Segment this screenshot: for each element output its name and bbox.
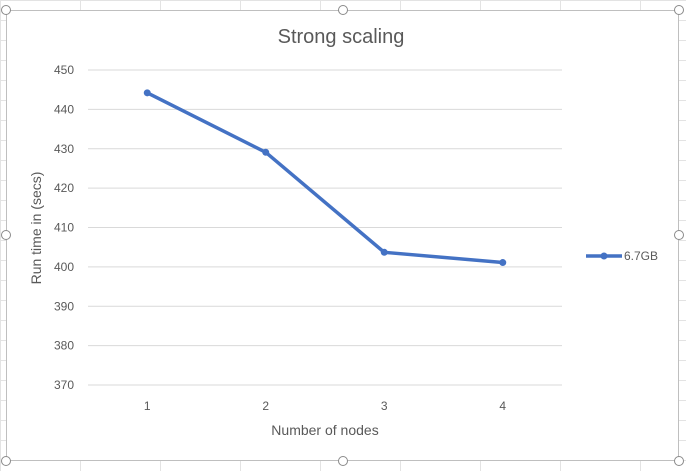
y-tick-label: 410: [54, 221, 74, 235]
data-point[interactable]: [262, 148, 270, 156]
y-tick-labels: 370 380 390 400 410 420 430 440 450: [54, 63, 74, 392]
data-point[interactable]: [499, 259, 507, 267]
x-tick-label: 1: [144, 399, 151, 413]
resize-handle-bottom-left[interactable]: [1, 456, 11, 466]
series-line[interactable]: [145, 91, 505, 265]
resize-handle-bottom-middle[interactable]: [338, 456, 348, 466]
y-tick-label: 400: [54, 260, 74, 274]
legend-label: 6.7GB: [624, 249, 658, 263]
resize-handle-bottom-right[interactable]: [674, 456, 684, 466]
data-point[interactable]: [143, 89, 151, 97]
resize-handle-middle-left[interactable]: [1, 230, 11, 240]
gridlines: [88, 69, 562, 386]
resize-handle-middle-right[interactable]: [674, 230, 684, 240]
legend-marker: [600, 252, 608, 260]
y-tick-label: 440: [54, 102, 74, 116]
y-tick-label: 430: [54, 142, 74, 156]
resize-handle-top-right[interactable]: [674, 5, 684, 15]
x-tick-label: 4: [499, 399, 506, 413]
chart-title: Strong scaling: [278, 26, 405, 48]
y-tick-label: 450: [54, 63, 74, 77]
x-tick-label: 2: [262, 399, 269, 413]
y-tick-label: 390: [54, 299, 74, 313]
y-tick-label: 420: [54, 181, 74, 195]
data-point[interactable]: [380, 248, 388, 256]
legend[interactable]: 6.7GB: [586, 249, 658, 263]
x-axis-title: Number of nodes: [271, 422, 378, 438]
x-tick-labels: 1 2 3 4: [144, 399, 507, 413]
resize-handle-top-left[interactable]: [1, 5, 11, 15]
chart-area[interactable]: [6, 10, 679, 461]
y-axis-title: Run time in (secs): [28, 172, 44, 285]
y-tick-label: 370: [54, 378, 74, 392]
y-tick-label: 380: [54, 339, 74, 353]
series-layer: [143, 89, 507, 267]
resize-handle-top-middle[interactable]: [338, 5, 348, 15]
x-tick-label: 3: [381, 399, 388, 413]
